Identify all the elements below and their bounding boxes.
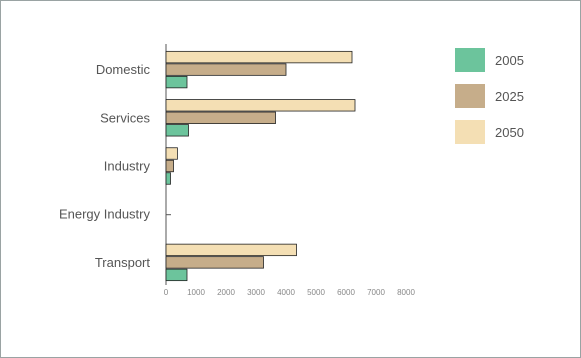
bar-transport-2050 <box>165 243 297 257</box>
legend-label-2005: 2005 <box>495 53 524 68</box>
x-tick-label: 6000 <box>337 288 355 297</box>
x-tick-label: 7000 <box>367 288 385 297</box>
legend-label-2025: 2025 <box>495 89 524 104</box>
bar-services-2025 <box>165 111 276 124</box>
category-label: Energy Industry <box>59 207 151 222</box>
bar-services-2005 <box>165 124 189 137</box>
x-tick-label: 4000 <box>277 288 295 297</box>
bar-services-2050 <box>165 99 356 112</box>
x-axis-ticks: 0 1000 2000 3000 4000 5000 6000 7000 8000 <box>164 288 416 297</box>
bar-domestic-2005 <box>165 75 188 89</box>
category-label: Services <box>100 110 150 125</box>
category-label: Domestic <box>96 62 151 77</box>
chart-bars <box>165 50 356 282</box>
legend-swatch-2025 <box>455 84 485 108</box>
bar-industry-2050 <box>165 147 178 160</box>
category-label: Transport <box>95 255 151 270</box>
y-axis-categories: Domestic Services Industry Energy Industry T… <box>59 62 151 270</box>
bar-industry-2025 <box>165 159 174 173</box>
x-tick-label: 8000 <box>397 288 415 297</box>
bar-industry-2005 <box>165 172 171 185</box>
x-tick-label: 3000 <box>247 288 265 297</box>
chart-legend: 2005 2025 2050 <box>455 48 524 144</box>
bar-domestic-2025 <box>165 63 287 76</box>
bar-transport-2025 <box>165 256 264 269</box>
legend-swatch-2005 <box>455 48 485 72</box>
x-tick-label: 2000 <box>217 288 235 297</box>
category-label: Industry <box>104 159 151 174</box>
legend-swatch-2050 <box>455 120 485 144</box>
x-tick-label: 0 <box>164 288 169 297</box>
x-tick-label: 5000 <box>307 288 325 297</box>
bar-domestic-2050 <box>165 50 353 64</box>
legend-label-2050: 2050 <box>495 125 524 140</box>
bar-transport-2005 <box>165 268 188 282</box>
x-tick-label: 1000 <box>187 288 205 297</box>
